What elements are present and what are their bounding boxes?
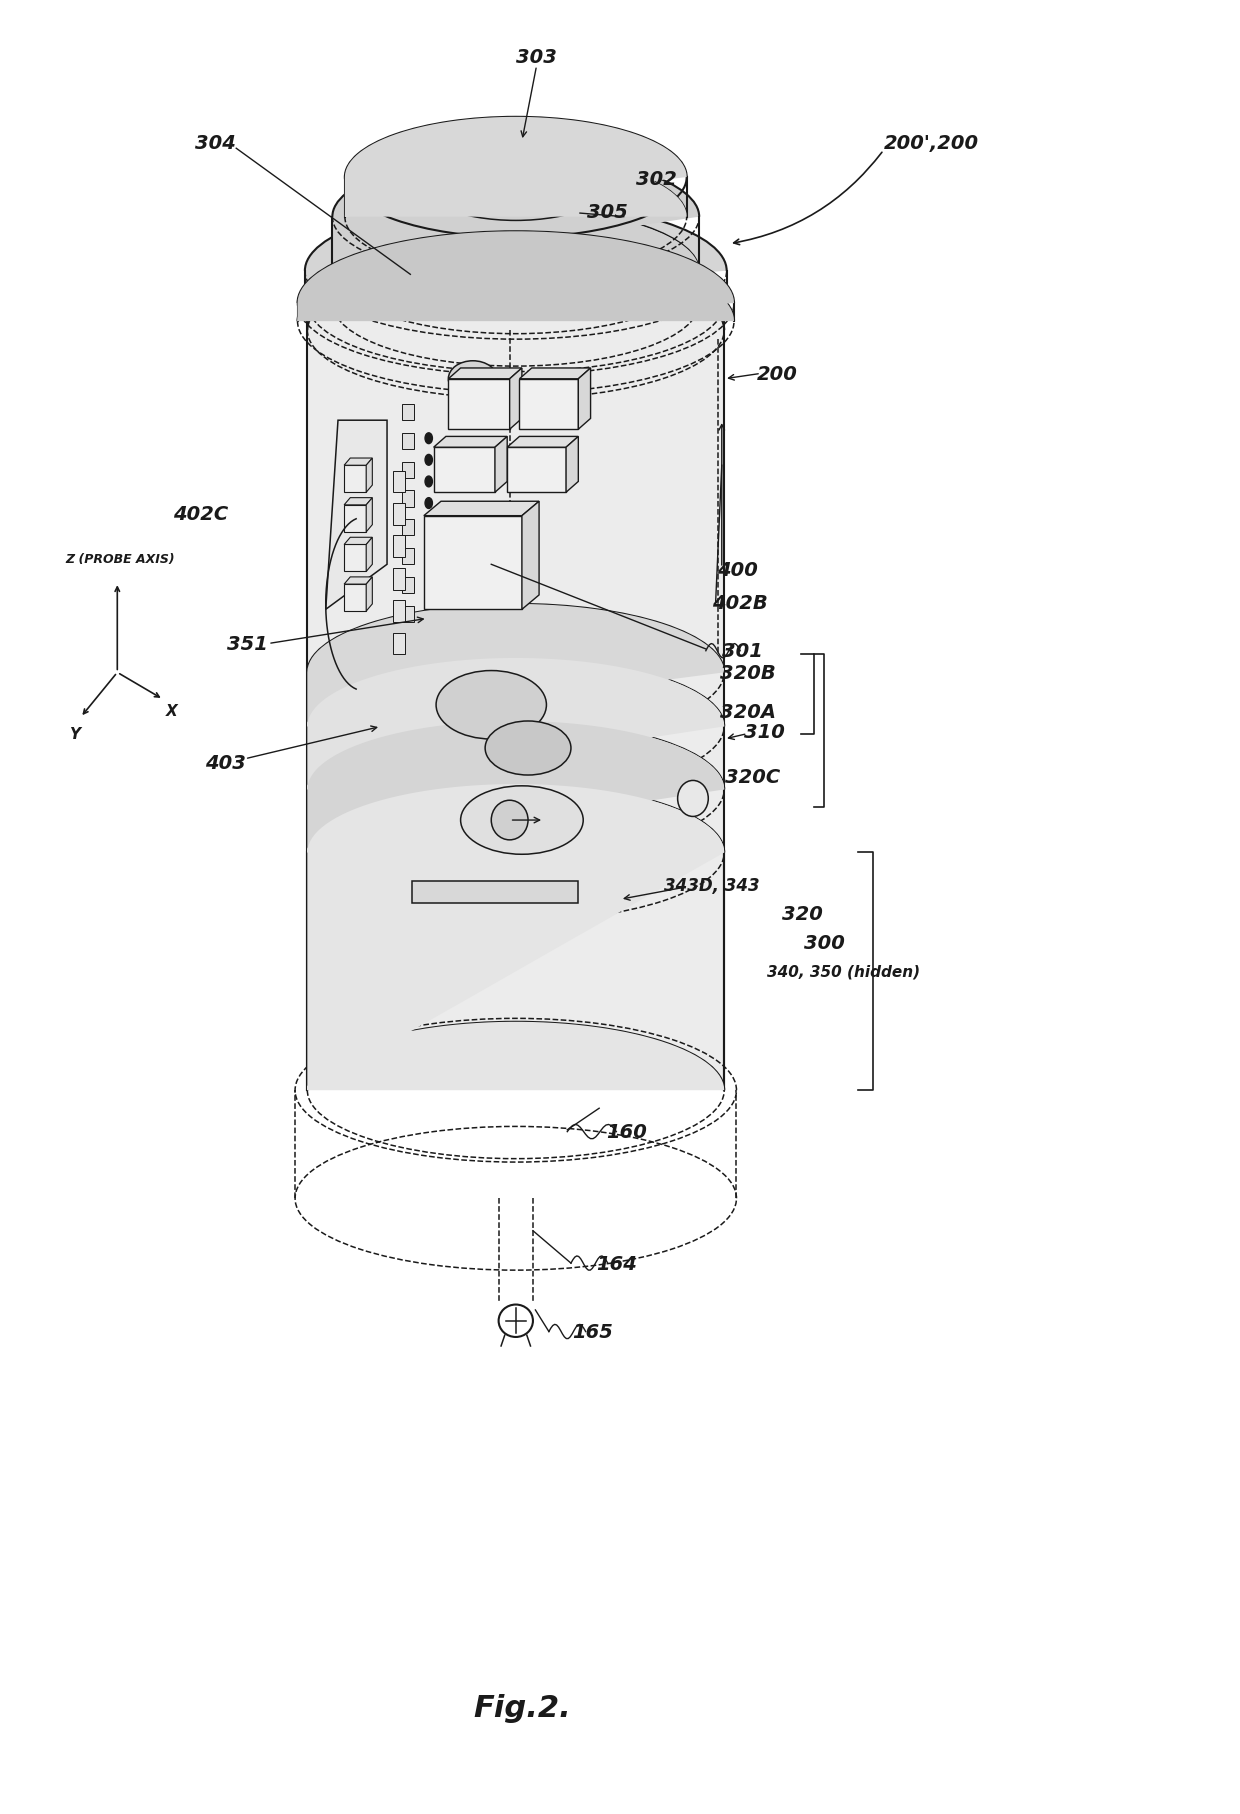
Text: 403: 403 xyxy=(205,753,246,773)
Text: 400: 400 xyxy=(717,561,758,580)
Text: 304: 304 xyxy=(195,134,236,152)
Bar xyxy=(402,434,414,450)
Bar xyxy=(402,577,414,593)
Bar xyxy=(393,568,405,590)
Polygon shape xyxy=(308,658,724,789)
Polygon shape xyxy=(578,368,590,430)
Polygon shape xyxy=(520,368,590,379)
Bar xyxy=(393,472,405,493)
Polygon shape xyxy=(520,379,578,430)
Circle shape xyxy=(425,499,433,510)
Polygon shape xyxy=(424,502,539,517)
Polygon shape xyxy=(366,459,372,493)
Ellipse shape xyxy=(491,800,528,840)
Text: 351: 351 xyxy=(227,635,268,653)
Polygon shape xyxy=(434,437,507,448)
Text: 402C: 402C xyxy=(174,504,228,524)
Text: 303: 303 xyxy=(516,47,557,67)
Circle shape xyxy=(425,455,433,466)
Text: 320: 320 xyxy=(782,905,822,923)
Ellipse shape xyxy=(436,671,547,740)
Polygon shape xyxy=(345,459,372,466)
Polygon shape xyxy=(345,118,687,218)
Polygon shape xyxy=(366,539,372,571)
Text: Z (PROBE AXIS): Z (PROBE AXIS) xyxy=(64,553,175,566)
Polygon shape xyxy=(345,466,366,493)
Polygon shape xyxy=(495,437,507,493)
Bar xyxy=(393,600,405,622)
Bar xyxy=(402,492,414,508)
Bar xyxy=(393,504,405,526)
Text: 305: 305 xyxy=(588,203,629,221)
Ellipse shape xyxy=(485,722,570,776)
Polygon shape xyxy=(510,368,522,430)
Text: 301: 301 xyxy=(722,642,763,660)
Polygon shape xyxy=(308,236,724,1090)
Polygon shape xyxy=(308,722,724,853)
Text: 320C: 320C xyxy=(725,767,780,787)
Polygon shape xyxy=(345,539,372,546)
Text: 200: 200 xyxy=(756,365,797,383)
Circle shape xyxy=(425,477,433,488)
Bar xyxy=(402,606,414,622)
Polygon shape xyxy=(366,499,372,533)
Text: 302: 302 xyxy=(636,171,677,189)
Text: 340, 350 (hidden): 340, 350 (hidden) xyxy=(768,965,920,980)
Polygon shape xyxy=(507,437,578,448)
Text: 402B: 402B xyxy=(712,593,768,613)
Text: 310: 310 xyxy=(744,724,785,742)
Polygon shape xyxy=(345,499,372,506)
Polygon shape xyxy=(424,517,522,610)
Polygon shape xyxy=(507,448,565,493)
Polygon shape xyxy=(449,368,522,379)
Bar xyxy=(402,405,414,421)
Text: 164: 164 xyxy=(596,1253,637,1273)
Polygon shape xyxy=(332,156,699,272)
Polygon shape xyxy=(345,506,366,533)
Text: 200',200: 200',200 xyxy=(884,134,978,152)
Text: 320A: 320A xyxy=(719,704,775,722)
Bar xyxy=(393,537,405,557)
Bar xyxy=(393,633,405,655)
Text: Fig.2.: Fig.2. xyxy=(472,1694,570,1723)
Ellipse shape xyxy=(498,1304,533,1337)
Text: X: X xyxy=(165,704,177,718)
Polygon shape xyxy=(366,577,372,611)
Polygon shape xyxy=(522,502,539,610)
Ellipse shape xyxy=(677,782,708,816)
Polygon shape xyxy=(308,604,724,727)
Text: 160: 160 xyxy=(605,1123,646,1141)
Bar xyxy=(402,463,414,479)
Polygon shape xyxy=(565,437,578,493)
Bar xyxy=(412,882,578,903)
Polygon shape xyxy=(345,546,366,571)
Polygon shape xyxy=(345,577,372,584)
Polygon shape xyxy=(308,785,724,1090)
Polygon shape xyxy=(298,232,734,321)
Text: 320B: 320B xyxy=(719,664,775,682)
Text: Y: Y xyxy=(69,727,79,742)
Ellipse shape xyxy=(460,787,583,854)
Bar xyxy=(402,521,414,537)
Polygon shape xyxy=(345,584,366,611)
Circle shape xyxy=(425,434,433,444)
Text: 165: 165 xyxy=(573,1322,614,1341)
Text: 343D, 343: 343D, 343 xyxy=(665,876,760,894)
Polygon shape xyxy=(449,379,510,430)
Polygon shape xyxy=(305,203,727,305)
Polygon shape xyxy=(434,448,495,493)
Bar xyxy=(402,550,414,564)
Text: 300: 300 xyxy=(804,934,844,952)
Polygon shape xyxy=(326,421,387,610)
Ellipse shape xyxy=(449,361,497,397)
